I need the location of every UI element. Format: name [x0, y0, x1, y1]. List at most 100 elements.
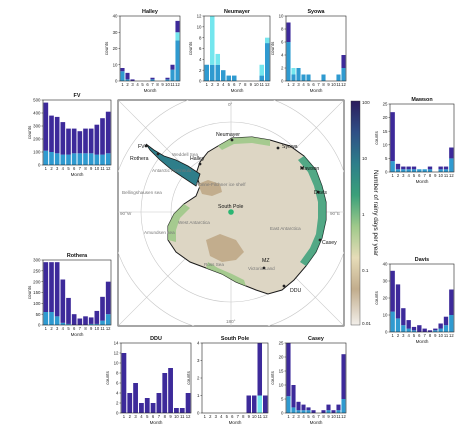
bar	[121, 353, 127, 413]
x-tick-label: 12	[449, 173, 454, 178]
x-tick-label: 10	[165, 82, 170, 87]
x-tick-label: 2	[50, 326, 53, 331]
bar	[395, 284, 401, 319]
x-tick-label: 3	[297, 414, 300, 419]
y-tick-label: 8	[116, 371, 119, 376]
y-tick-label: 0	[116, 411, 119, 416]
bar	[105, 153, 111, 165]
x-tick-label: 7	[237, 414, 240, 419]
x-tick-label: 4	[407, 333, 410, 338]
bar	[406, 166, 411, 170]
bar	[94, 124, 100, 155]
y-axis-label: counts	[104, 41, 109, 55]
x-tick-label: 12	[449, 333, 454, 338]
region-label-west-antarctica: West Antarctica	[178, 220, 210, 225]
bar	[265, 37, 270, 44]
x-tick-label: 5	[67, 166, 70, 171]
bar	[341, 354, 346, 399]
bar	[83, 153, 88, 165]
bar	[94, 323, 100, 325]
bar	[94, 154, 100, 165]
x-tick-label: 6	[152, 414, 155, 419]
x-tick-label: 10	[254, 82, 259, 87]
x-tick-label: 1	[391, 333, 394, 338]
y-tick-label: 4	[199, 57, 202, 62]
x-tick-label: 6	[418, 333, 421, 338]
bar	[66, 323, 71, 325]
y-tick-label: 20	[383, 115, 388, 120]
bar	[449, 289, 454, 315]
bar	[341, 55, 346, 68]
bar	[417, 325, 422, 332]
y-tick-label: 40	[113, 14, 118, 19]
bar	[170, 69, 175, 82]
y-tick-label: 40	[383, 262, 388, 267]
bar	[43, 312, 49, 325]
bar	[88, 317, 94, 324]
bar	[77, 131, 83, 154]
x-tick-label: 6	[73, 326, 76, 331]
map-label-davis: Davis	[314, 190, 327, 196]
y-tick-label: 4	[116, 391, 119, 396]
longitude-label-90w: 90°W	[120, 211, 132, 216]
station-marker	[230, 138, 234, 142]
antarctica-map: Weddell Sea Bellingshausen sea Amundsen …	[117, 99, 345, 327]
bar	[331, 410, 336, 413]
x-tick-label: 9	[250, 82, 253, 87]
longitude-label-0: 0°	[228, 102, 233, 107]
bar	[88, 153, 94, 165]
bar	[395, 169, 401, 172]
bar	[286, 396, 291, 413]
x-tick-label: 3	[56, 326, 59, 331]
y-tick-label: 6	[116, 381, 119, 386]
x-tick-label: 11	[336, 82, 341, 87]
x-tick-label: 2	[397, 333, 400, 338]
x-tick-label: 5	[413, 333, 416, 338]
bar	[54, 262, 60, 317]
bar	[144, 398, 150, 413]
map-label-south-pole: South Pole	[218, 204, 243, 210]
bar	[406, 328, 411, 332]
bar	[54, 153, 60, 165]
x-tick-label: 12	[341, 82, 346, 87]
y-tick-label: 10	[279, 383, 284, 388]
bar	[83, 316, 88, 325]
bar	[94, 310, 100, 324]
x-axis-label: Month	[229, 420, 242, 425]
axes-frame	[42, 99, 112, 166]
y-axis-label: counts	[186, 371, 191, 385]
x-tick-label: 1	[45, 166, 48, 171]
y-tick-label: 15	[279, 369, 284, 374]
bar	[100, 118, 105, 155]
y-tick-label: 10	[114, 361, 119, 366]
y-tick-label: 3	[197, 358, 200, 363]
station-marker	[144, 144, 148, 148]
map-label-ddu: DDU	[290, 288, 301, 294]
x-tick-label: 7	[158, 414, 161, 419]
station-marker	[198, 162, 202, 166]
bar	[165, 77, 170, 80]
bar	[306, 407, 311, 411]
bar	[174, 408, 179, 413]
colorbar-gradient	[350, 100, 361, 326]
bar	[66, 128, 71, 155]
panel-title: Davis	[415, 257, 429, 263]
bar	[210, 64, 215, 81]
x-tick-label: 11	[100, 326, 105, 331]
bar	[83, 128, 88, 154]
bar	[162, 373, 168, 413]
y-tick-label: 0	[38, 323, 41, 328]
bar	[341, 68, 346, 81]
y-tick-label: 400	[33, 111, 41, 116]
y-tick-label: 2	[116, 401, 119, 406]
bar	[296, 410, 301, 413]
y-tick-label: 20	[383, 296, 388, 301]
station-marker	[316, 190, 320, 194]
coastal-rain-band	[168, 204, 190, 242]
